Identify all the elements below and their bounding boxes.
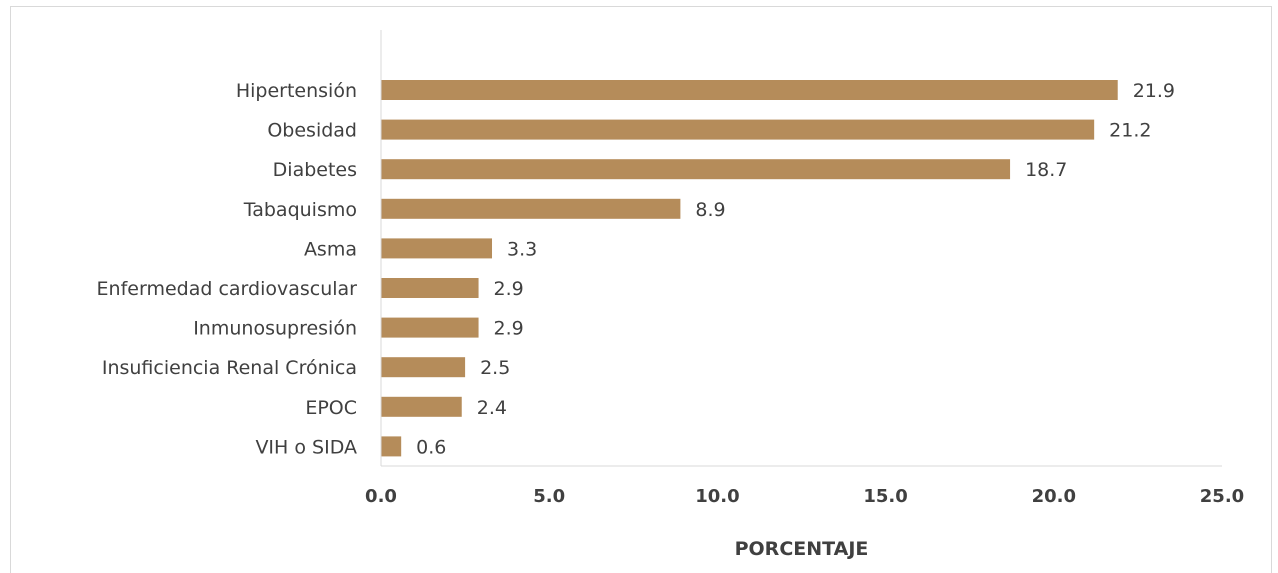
category-label: VIH o SIDA: [255, 436, 357, 458]
bar: [381, 436, 402, 457]
value-label: 3.3: [507, 238, 537, 260]
category-label: Asma: [304, 238, 357, 260]
value-label: 21.2: [1109, 120, 1151, 142]
x-tick-label: 20.0: [1032, 486, 1076, 507]
value-labels: 21.9 21.2 18.7 8.9 3.3 2.9 2.9 2.5 2.4 0.6: [416, 80, 1175, 458]
category-label: Enfermedad cardiovascular: [97, 278, 358, 300]
value-label: 2.9: [494, 318, 524, 340]
value-label: 18.7: [1025, 159, 1067, 181]
x-tick-labels: 0.0 5.0 10.0 15.0 20.0 25.0: [365, 486, 1244, 507]
x-tick-label: 25.0: [1200, 486, 1244, 507]
bar: [381, 278, 479, 298]
bars-group: [381, 80, 1118, 457]
value-label: 2.4: [477, 397, 507, 419]
category-label: Hipertensión: [236, 80, 357, 102]
category-label: Inmunosupresión: [193, 318, 357, 340]
x-tick-label: 5.0: [533, 486, 565, 507]
value-label: 2.9: [494, 278, 524, 300]
bar: [381, 198, 681, 219]
value-label: 2.5: [480, 357, 510, 379]
value-label: 21.9: [1133, 80, 1175, 102]
axes-group: [380, 30, 1222, 467]
x-tick-label: 0.0: [365, 486, 397, 507]
x-tick-label: 15.0: [863, 486, 907, 507]
bar: [381, 119, 1095, 140]
category-label: Tabaquismo: [243, 199, 357, 221]
bar: [381, 238, 493, 259]
bar: [381, 80, 1118, 100]
chart-frame: [10, 6, 1272, 573]
category-label: Obesidad: [267, 120, 357, 142]
category-labels: Hipertensión Obesidad Diabetes Tabaquismo As…: [97, 80, 358, 458]
bar: [381, 317, 479, 338]
bar: [381, 159, 1011, 180]
value-label: 8.9: [695, 199, 725, 221]
value-label: 0.6: [416, 436, 446, 458]
category-label: Insuficiencia Renal Crónica: [102, 357, 357, 379]
bar: [381, 396, 462, 417]
bar: [381, 357, 466, 378]
category-label: Diabetes: [273, 159, 357, 181]
x-axis-title: PORCENTAJE: [735, 538, 869, 560]
category-label: EPOC: [305, 397, 357, 419]
x-tick-label: 10.0: [695, 486, 739, 507]
